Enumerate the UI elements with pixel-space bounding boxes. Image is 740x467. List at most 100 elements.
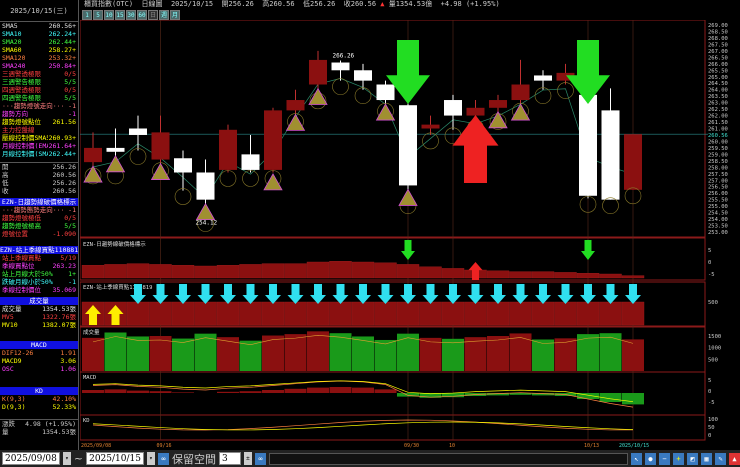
apply-range-button[interactable]: ∞ <box>157 452 169 465</box>
ezn1-bar <box>509 271 532 279</box>
grid-icon[interactable]: ▦ <box>701 452 712 465</box>
candle-body <box>106 147 125 152</box>
ezn2-bar <box>396 301 420 326</box>
signal-circle <box>579 196 597 213</box>
chart-type-icon[interactable]: ◩ <box>687 452 698 465</box>
quote-date: 2025/10/15 <box>170 0 214 8</box>
ezn2-bar <box>621 301 645 326</box>
alert-icon[interactable]: ▲ <box>729 452 740 465</box>
info-value: 258.27+ <box>48 46 76 54</box>
ezn2-header: EZN-站上季線買點1108819 <box>0 246 78 254</box>
start-date-dropdown[interactable]: ▾ <box>62 452 71 465</box>
info-value: -1 <box>68 102 76 110</box>
info-row: 趨勢方向 -1 <box>0 110 78 118</box>
ezn1-bar <box>329 260 352 279</box>
info-value: 260.56+ <box>48 22 76 30</box>
period-日[interactable]: 日 <box>148 10 158 20</box>
info-label: ···趨勢態勢走向··· <box>2 206 65 214</box>
candle-body <box>196 172 215 200</box>
info-label: 壓線控制價SMA5 <box>2 134 48 142</box>
sell-arrow-icon <box>386 40 430 104</box>
ezn2-bar <box>261 301 285 326</box>
info-value: 0/5 <box>64 214 76 222</box>
ezn2-bar <box>576 301 600 326</box>
end-date-input[interactable]: 2025/10/15 <box>86 452 144 465</box>
period-5[interactable]: 5 <box>93 10 103 20</box>
info-row: 趨勢燈號極高 5/5 <box>0 222 78 230</box>
price-tick: 258.50 <box>708 159 728 165</box>
signal-circle <box>624 187 642 205</box>
info-row: SMA20 262.44+ <box>0 38 78 46</box>
ezn2-bar <box>306 301 330 326</box>
info-row: MACD9 3.06 <box>0 357 78 365</box>
apply-keep-button[interactable]: ∞ <box>254 452 266 465</box>
volume-header: 成交量 <box>0 297 78 305</box>
period-週[interactable]: 週 <box>159 10 169 20</box>
info-label: 站上月線大於50% <box>2 270 53 278</box>
zoom-in-icon[interactable]: + <box>673 452 684 465</box>
macd-osc-bar <box>352 387 374 393</box>
volume-value: 1354.53億 <box>395 0 433 8</box>
quote-header: 櫃買指數(OTC) 日線圖 2025/10/15 開256.26 高260.56… <box>80 0 740 22</box>
info-value: 250.84+ <box>48 62 76 70</box>
ezn2-bar <box>194 301 217 326</box>
info-value: 5/5 <box>64 222 76 230</box>
period-30[interactable]: 30 <box>126 10 136 20</box>
ezn2-bar <box>441 301 465 326</box>
small-buy-arrow-icon <box>468 262 483 280</box>
info-value <box>75 126 76 134</box>
zoom-out-icon[interactable]: − <box>659 452 670 465</box>
open-value: 256.26 <box>228 0 254 8</box>
price-tick: 262.00 <box>708 114 728 120</box>
price-tick: 259.00 <box>708 152 728 158</box>
info-row: 三週警告極限 5/5 <box>0 78 78 86</box>
start-date-input[interactable]: 2025/09/08 <box>2 452 60 465</box>
volume-bar <box>464 337 487 371</box>
cyan-down-arrow-icon <box>197 284 214 304</box>
stock-chart[interactable]: 269.00268.50268.00267.50267.00266.50266.… <box>80 20 740 450</box>
candle-body <box>84 147 102 163</box>
volume-label: 量 <box>388 0 396 8</box>
info-row: 收 260.56 <box>0 187 78 195</box>
cyan-down-arrow-icon <box>602 284 619 304</box>
info-value: 253.32+ <box>48 54 76 62</box>
macd-osc-bar <box>149 391 172 393</box>
volume-bar <box>622 339 644 371</box>
ezn1-bar <box>486 270 510 279</box>
range-separator: ~ <box>73 452 84 465</box>
end-date-dropdown[interactable]: ▾ <box>146 452 155 465</box>
refresh-icon[interactable]: ● <box>645 452 656 465</box>
macd-osc-bar <box>532 393 554 396</box>
info-value: -1.090 <box>52 230 76 238</box>
period-60[interactable]: 60 <box>137 10 147 20</box>
period-15[interactable]: 15 <box>115 10 125 20</box>
volume-tick: 1000 <box>708 346 721 352</box>
macd-osc-bar <box>487 393 509 396</box>
ezn2-bar <box>239 301 262 326</box>
kd-tick: 0 <box>708 433 711 439</box>
low-value: 256.26 <box>310 0 336 8</box>
cyan-down-arrow-icon <box>400 284 416 304</box>
info-label: 趨勢燈號點位 <box>2 118 41 126</box>
info-label: 站上季線買點 <box>2 254 41 262</box>
cyan-down-arrow-icon <box>220 284 236 304</box>
draw-icon[interactable]: ✎ <box>715 452 726 465</box>
price-tick: 264.50 <box>708 81 728 87</box>
ezn1-header: EZN-日趨勢線破價格標示 <box>0 198 78 206</box>
volume-bar <box>307 331 329 371</box>
chart-scrollbar[interactable] <box>268 452 628 465</box>
info-value: 260.93+ <box>48 134 76 142</box>
period-月[interactable]: 月 <box>170 10 180 20</box>
candle-body <box>444 100 462 116</box>
volume-bar <box>352 336 374 371</box>
price-tick: 257.50 <box>708 172 728 178</box>
info-row: SMA5 260.56+ <box>0 22 78 30</box>
candle-body <box>174 158 192 173</box>
info-label: 燈號位置 <box>2 230 28 238</box>
period-10[interactable]: 10 <box>104 10 114 20</box>
cursor-icon[interactable]: ↖ <box>631 452 642 465</box>
info-row: 三週警透極限 0/5 <box>0 70 78 78</box>
keep-space-input[interactable]: 3 <box>218 452 241 465</box>
keep-space-stepper[interactable]: ± <box>243 452 252 465</box>
period-1[interactable]: 1 <box>82 10 92 20</box>
